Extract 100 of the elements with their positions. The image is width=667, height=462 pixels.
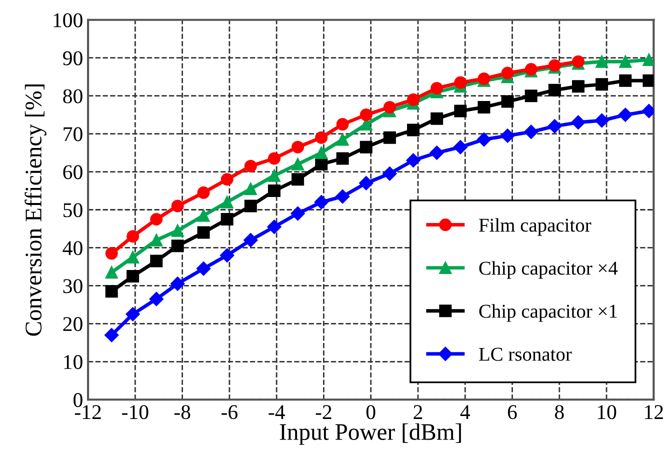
point bbox=[105, 285, 118, 298]
point bbox=[126, 250, 140, 264]
y-axis-title: Conversion Efficiency [%] bbox=[24, 84, 46, 336]
point bbox=[407, 124, 420, 136]
point bbox=[268, 184, 280, 198]
point bbox=[596, 78, 608, 91]
point bbox=[292, 158, 304, 170]
y-tick-label: 30 bbox=[63, 279, 82, 294]
x-tick-label: -4 bbox=[268, 405, 285, 419]
y-tick-label: 50 bbox=[64, 203, 82, 218]
point bbox=[292, 140, 304, 154]
point bbox=[642, 53, 654, 66]
x-tick-label: -12 bbox=[74, 405, 101, 419]
point bbox=[501, 95, 514, 108]
point bbox=[476, 132, 492, 147]
point bbox=[244, 160, 257, 172]
y-tick-label: 80 bbox=[63, 89, 82, 104]
point bbox=[430, 112, 444, 125]
point bbox=[171, 240, 184, 252]
point bbox=[268, 169, 280, 182]
point bbox=[454, 104, 467, 118]
point bbox=[360, 108, 372, 122]
point bbox=[290, 206, 305, 221]
point bbox=[454, 76, 467, 89]
point bbox=[105, 247, 118, 260]
point bbox=[170, 276, 185, 291]
point bbox=[268, 152, 280, 165]
point bbox=[197, 186, 210, 199]
point bbox=[382, 166, 397, 181]
legend-label: Chip capacitor ×1 bbox=[479, 304, 617, 322]
point bbox=[171, 224, 184, 237]
x-tick-label: 12 bbox=[645, 405, 663, 419]
point bbox=[572, 80, 584, 93]
point bbox=[150, 234, 163, 246]
point bbox=[406, 153, 420, 168]
legend-label: LC rsonator bbox=[479, 348, 572, 361]
point bbox=[150, 254, 163, 268]
x-tick-label: 10 bbox=[598, 405, 616, 420]
point bbox=[315, 158, 328, 170]
point bbox=[453, 140, 468, 154]
point bbox=[197, 226, 210, 239]
point bbox=[571, 115, 586, 130]
point bbox=[501, 66, 514, 80]
point bbox=[360, 140, 372, 154]
point bbox=[220, 212, 234, 226]
point bbox=[548, 84, 561, 96]
x-tick-label: 6 bbox=[508, 405, 517, 420]
point bbox=[335, 189, 350, 204]
point bbox=[619, 74, 632, 87]
point bbox=[196, 262, 211, 276]
point bbox=[315, 131, 328, 144]
point bbox=[524, 90, 538, 102]
y-tick-label: 100 bbox=[54, 13, 82, 28]
y-tick-label: 40 bbox=[62, 241, 82, 256]
x-tick-label: 0 bbox=[366, 405, 376, 420]
point bbox=[171, 200, 184, 212]
legend-label: Chip capacitor ×4 bbox=[479, 261, 618, 279]
point bbox=[478, 100, 490, 114]
y-tick-label: 90 bbox=[63, 51, 82, 66]
point bbox=[104, 328, 119, 342]
point bbox=[548, 119, 562, 134]
x-tick-label: -6 bbox=[222, 405, 238, 420]
point bbox=[383, 100, 396, 114]
point bbox=[220, 248, 234, 262]
point bbox=[314, 195, 328, 210]
point bbox=[292, 173, 304, 186]
point bbox=[336, 152, 349, 165]
point bbox=[500, 128, 515, 143]
point bbox=[244, 200, 257, 212]
point bbox=[642, 74, 654, 87]
y-tick-label: 10 bbox=[64, 355, 82, 370]
point bbox=[407, 93, 420, 106]
point bbox=[359, 176, 374, 190]
y-tick-label: 20 bbox=[63, 317, 82, 332]
y-tick-label: 60 bbox=[63, 165, 82, 180]
point bbox=[244, 182, 257, 196]
point bbox=[197, 209, 210, 222]
point bbox=[430, 146, 444, 160]
point bbox=[220, 196, 234, 208]
x-tick-label: -8 bbox=[174, 405, 190, 420]
y-tick-label: 70 bbox=[64, 127, 82, 142]
legend-label: Film capacitor bbox=[479, 218, 592, 236]
point bbox=[315, 146, 328, 160]
x-tick-label: -2 bbox=[316, 405, 332, 419]
point bbox=[594, 113, 609, 128]
point bbox=[524, 124, 538, 139]
point bbox=[430, 82, 444, 94]
point bbox=[126, 307, 140, 322]
point bbox=[383, 131, 396, 144]
point bbox=[244, 233, 258, 248]
point bbox=[596, 55, 608, 68]
point bbox=[267, 220, 282, 234]
y-tick-label: 0 bbox=[74, 393, 82, 408]
x-tick-label: 2 bbox=[414, 405, 422, 419]
point bbox=[126, 270, 140, 282]
point bbox=[105, 266, 118, 279]
point bbox=[618, 108, 632, 122]
x-tick-label: -10 bbox=[122, 405, 148, 420]
x-axis-title: Input Power [dBm] bbox=[280, 423, 461, 445]
point bbox=[336, 118, 349, 131]
